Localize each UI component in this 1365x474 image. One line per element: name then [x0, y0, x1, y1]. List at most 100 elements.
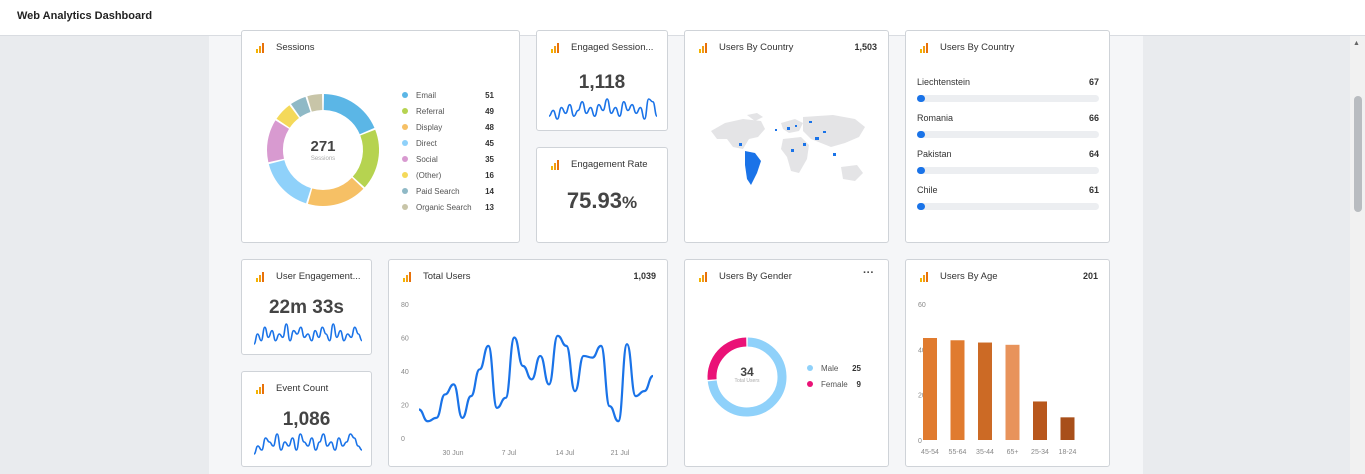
users-by-country-list-card[interactable]: Users By Country Liechtenstein 67 Romania 6…	[905, 30, 1110, 243]
legend-swatch	[402, 188, 408, 194]
world-map[interactable]	[703, 109, 873, 193]
card-title: Users By Gender	[719, 271, 792, 282]
analytics-icon	[699, 42, 709, 53]
country-value: 64	[1088, 149, 1099, 159]
scroll-up-icon[interactable]: ▲	[1353, 40, 1360, 47]
legend-item[interactable]: Direct 45	[402, 135, 494, 151]
users-by-gender-card[interactable]: Users By Gender ··· 34 Total Users Male 2…	[684, 259, 889, 467]
x-tick-label: 45-54	[921, 449, 939, 456]
users-by-country-map-card[interactable]: Users By Country 1,503	[684, 30, 889, 243]
y-tick-label: 0	[401, 436, 405, 443]
card-title: Total Users	[423, 271, 471, 282]
country-row[interactable]: Liechtenstein 67	[917, 77, 1099, 102]
card-header: Engagement Rate	[551, 159, 648, 170]
scroll-thumb[interactable]	[1354, 96, 1362, 212]
country-total: 1,503	[854, 42, 877, 52]
analytics-icon	[256, 271, 266, 282]
donut-slice	[307, 177, 364, 206]
vertical-scrollbar[interactable]: ▲	[1350, 36, 1365, 474]
legend-label: Paid Search	[416, 186, 460, 196]
event-count-sparkline	[254, 433, 362, 455]
x-tick-label: 30 Jun	[442, 450, 463, 457]
y-tick-label: 40	[918, 347, 926, 354]
legend-label: Organic Search	[416, 202, 472, 212]
user-engagement-value: 22m 33s	[268, 297, 344, 318]
analytics-icon	[920, 271, 930, 282]
total-users-line-chart: 80 60 40 20 0 30 Jun 7 Jul 14 Jul 21 Jul	[401, 302, 654, 457]
legend-item[interactable]: Social 35	[402, 151, 494, 167]
country-value: 67	[1088, 77, 1099, 87]
legend-item[interactable]: Display 48	[402, 119, 494, 135]
legend-label: Male	[821, 363, 839, 373]
legend-item[interactable]: Referral 49	[402, 103, 494, 119]
x-tick-label: 7 Jul	[502, 450, 517, 457]
card-header: Users By Age	[920, 271, 998, 282]
map-australia	[841, 165, 863, 181]
analytics-icon	[403, 271, 413, 282]
country-row[interactable]: Pakistan 64	[917, 149, 1099, 174]
donut-slice	[290, 96, 311, 118]
map-greenland	[747, 113, 763, 121]
legend-label: Display	[416, 122, 443, 132]
event-count-value: 1,086	[282, 409, 331, 430]
legend-swatch	[402, 124, 408, 130]
user-engagement-card[interactable]: User Engagement... 22m 33s	[241, 259, 372, 355]
analytics-icon	[256, 383, 266, 394]
sessions-total: 271	[310, 138, 336, 155]
legend-value: 45	[485, 138, 494, 148]
gender-total: 34	[740, 365, 754, 379]
card-header: User Engagement...	[256, 271, 361, 282]
legend-item[interactable]: Email 51	[402, 87, 494, 103]
legend-item[interactable]: Male 25	[807, 360, 861, 376]
x-tick-label: 35-44	[976, 449, 994, 456]
country-name: Liechtenstein	[917, 77, 971, 87]
donut-slice	[323, 94, 375, 135]
y-tick-label: 40	[401, 369, 409, 376]
analytics-icon	[920, 42, 930, 53]
users-by-age-card[interactable]: Users By Age 201 60 40 20 0 45-54 55-64 35-44 6…	[905, 259, 1110, 467]
legend-label: Female	[821, 379, 848, 389]
legend-value: 51	[485, 90, 494, 100]
age-total: 201	[1082, 271, 1098, 281]
gender-total-label: Total Users	[734, 378, 760, 384]
age-bar	[950, 340, 965, 440]
legend-label: Direct	[416, 138, 437, 148]
sparkline	[254, 433, 362, 455]
legend-item[interactable]: Paid Search 14	[402, 183, 494, 199]
analytics-icon	[551, 42, 561, 53]
age-bar	[1033, 401, 1047, 440]
more-horizontal-icon[interactable]: ···	[863, 267, 874, 279]
x-tick-label: 25-34	[1031, 449, 1049, 456]
legend-value: 35	[485, 154, 494, 164]
y-tick-label: 20	[918, 393, 926, 400]
card-header: Users By Country	[920, 42, 1014, 53]
total-users-card[interactable]: Total Users 1,039 80 60 40 20 0 30 Jun 7 Jul 14…	[388, 259, 668, 467]
legend-item[interactable]: Female 9	[807, 376, 861, 392]
users-by-age-bar-chart: 60 40 20 0 45-54 55-64 35-44 65+ 25-34 18-24	[918, 302, 1077, 456]
map-highlight	[787, 127, 790, 130]
donut-slice	[352, 129, 379, 188]
map-europe	[781, 119, 803, 133]
engagement-rate-card[interactable]: Engagement Rate 75.93%	[536, 147, 668, 243]
age-bar	[923, 338, 937, 440]
sparkline	[549, 98, 657, 120]
legend-item[interactable]: (Other) 16	[402, 167, 494, 183]
legend-item[interactable]: Organic Search 13	[402, 199, 494, 215]
legend-value: 25	[852, 363, 861, 373]
card-title: Users By Country	[940, 42, 1015, 53]
sessions-legend: Email 51 Referral 49 Display 48 Direct 45 Social…	[402, 87, 494, 215]
card-header: Users By Country	[699, 42, 793, 53]
country-name: Pakistan	[917, 149, 952, 159]
engaged-sessions-card[interactable]: Engaged Session... 1,118	[536, 30, 668, 131]
card-title: Users By Age	[940, 271, 998, 282]
event-count-card[interactable]: Event Count 1,086	[241, 371, 372, 467]
legend-value: 48	[485, 122, 494, 132]
sessions-card[interactable]: Sessions 271 Sessions Email 51 Referral 49 D…	[241, 30, 520, 243]
card-title: Engaged Session...	[571, 42, 654, 53]
legend-swatch	[402, 156, 408, 162]
country-row[interactable]: Chile 61	[917, 185, 1099, 210]
country-progress-fill	[917, 203, 925, 210]
country-row[interactable]: Romania 66	[917, 113, 1099, 138]
sessions-total-label: Sessions	[310, 156, 336, 162]
legend-swatch	[402, 172, 408, 178]
